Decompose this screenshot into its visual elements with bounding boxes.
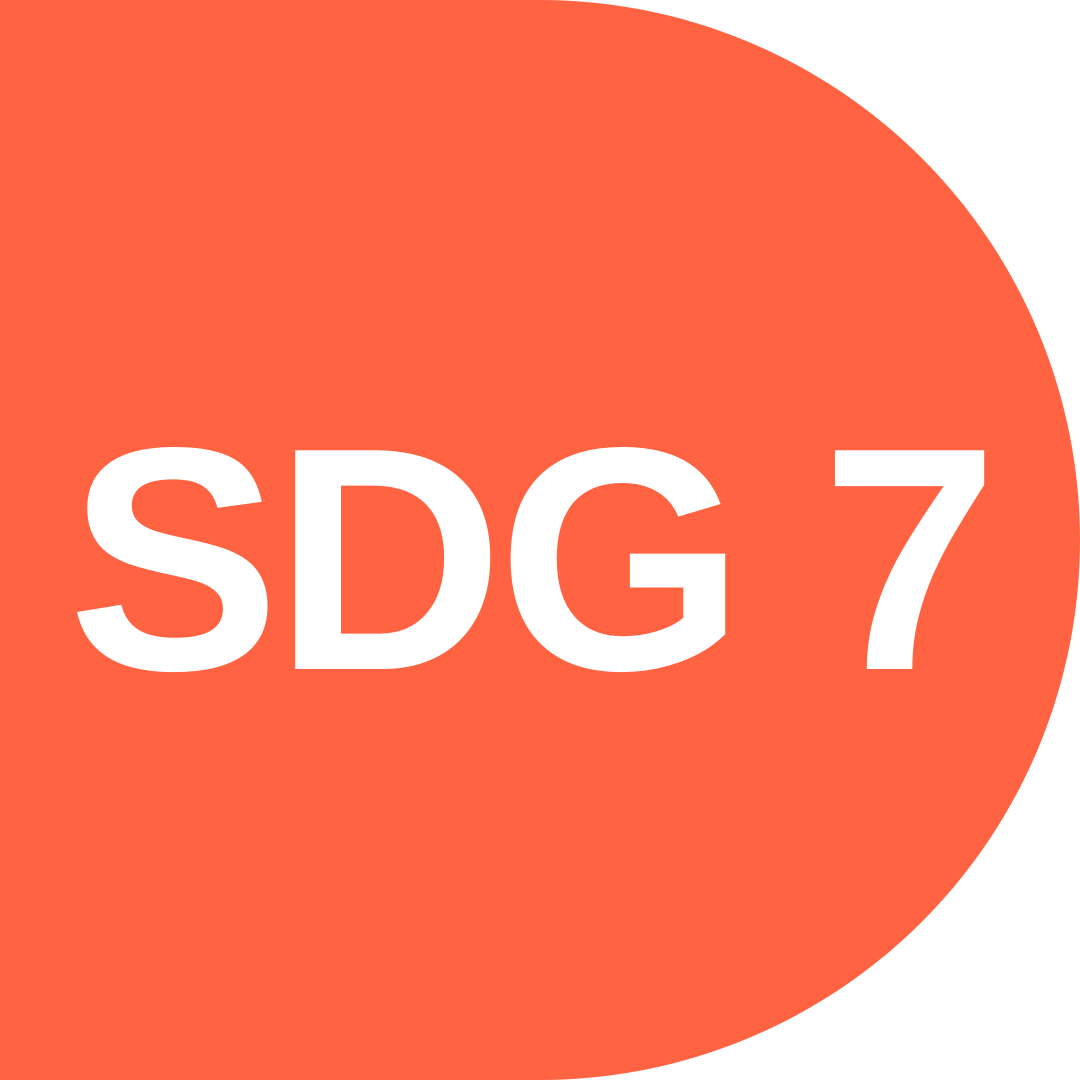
badge-label: SDG 7 xyxy=(67,382,998,737)
